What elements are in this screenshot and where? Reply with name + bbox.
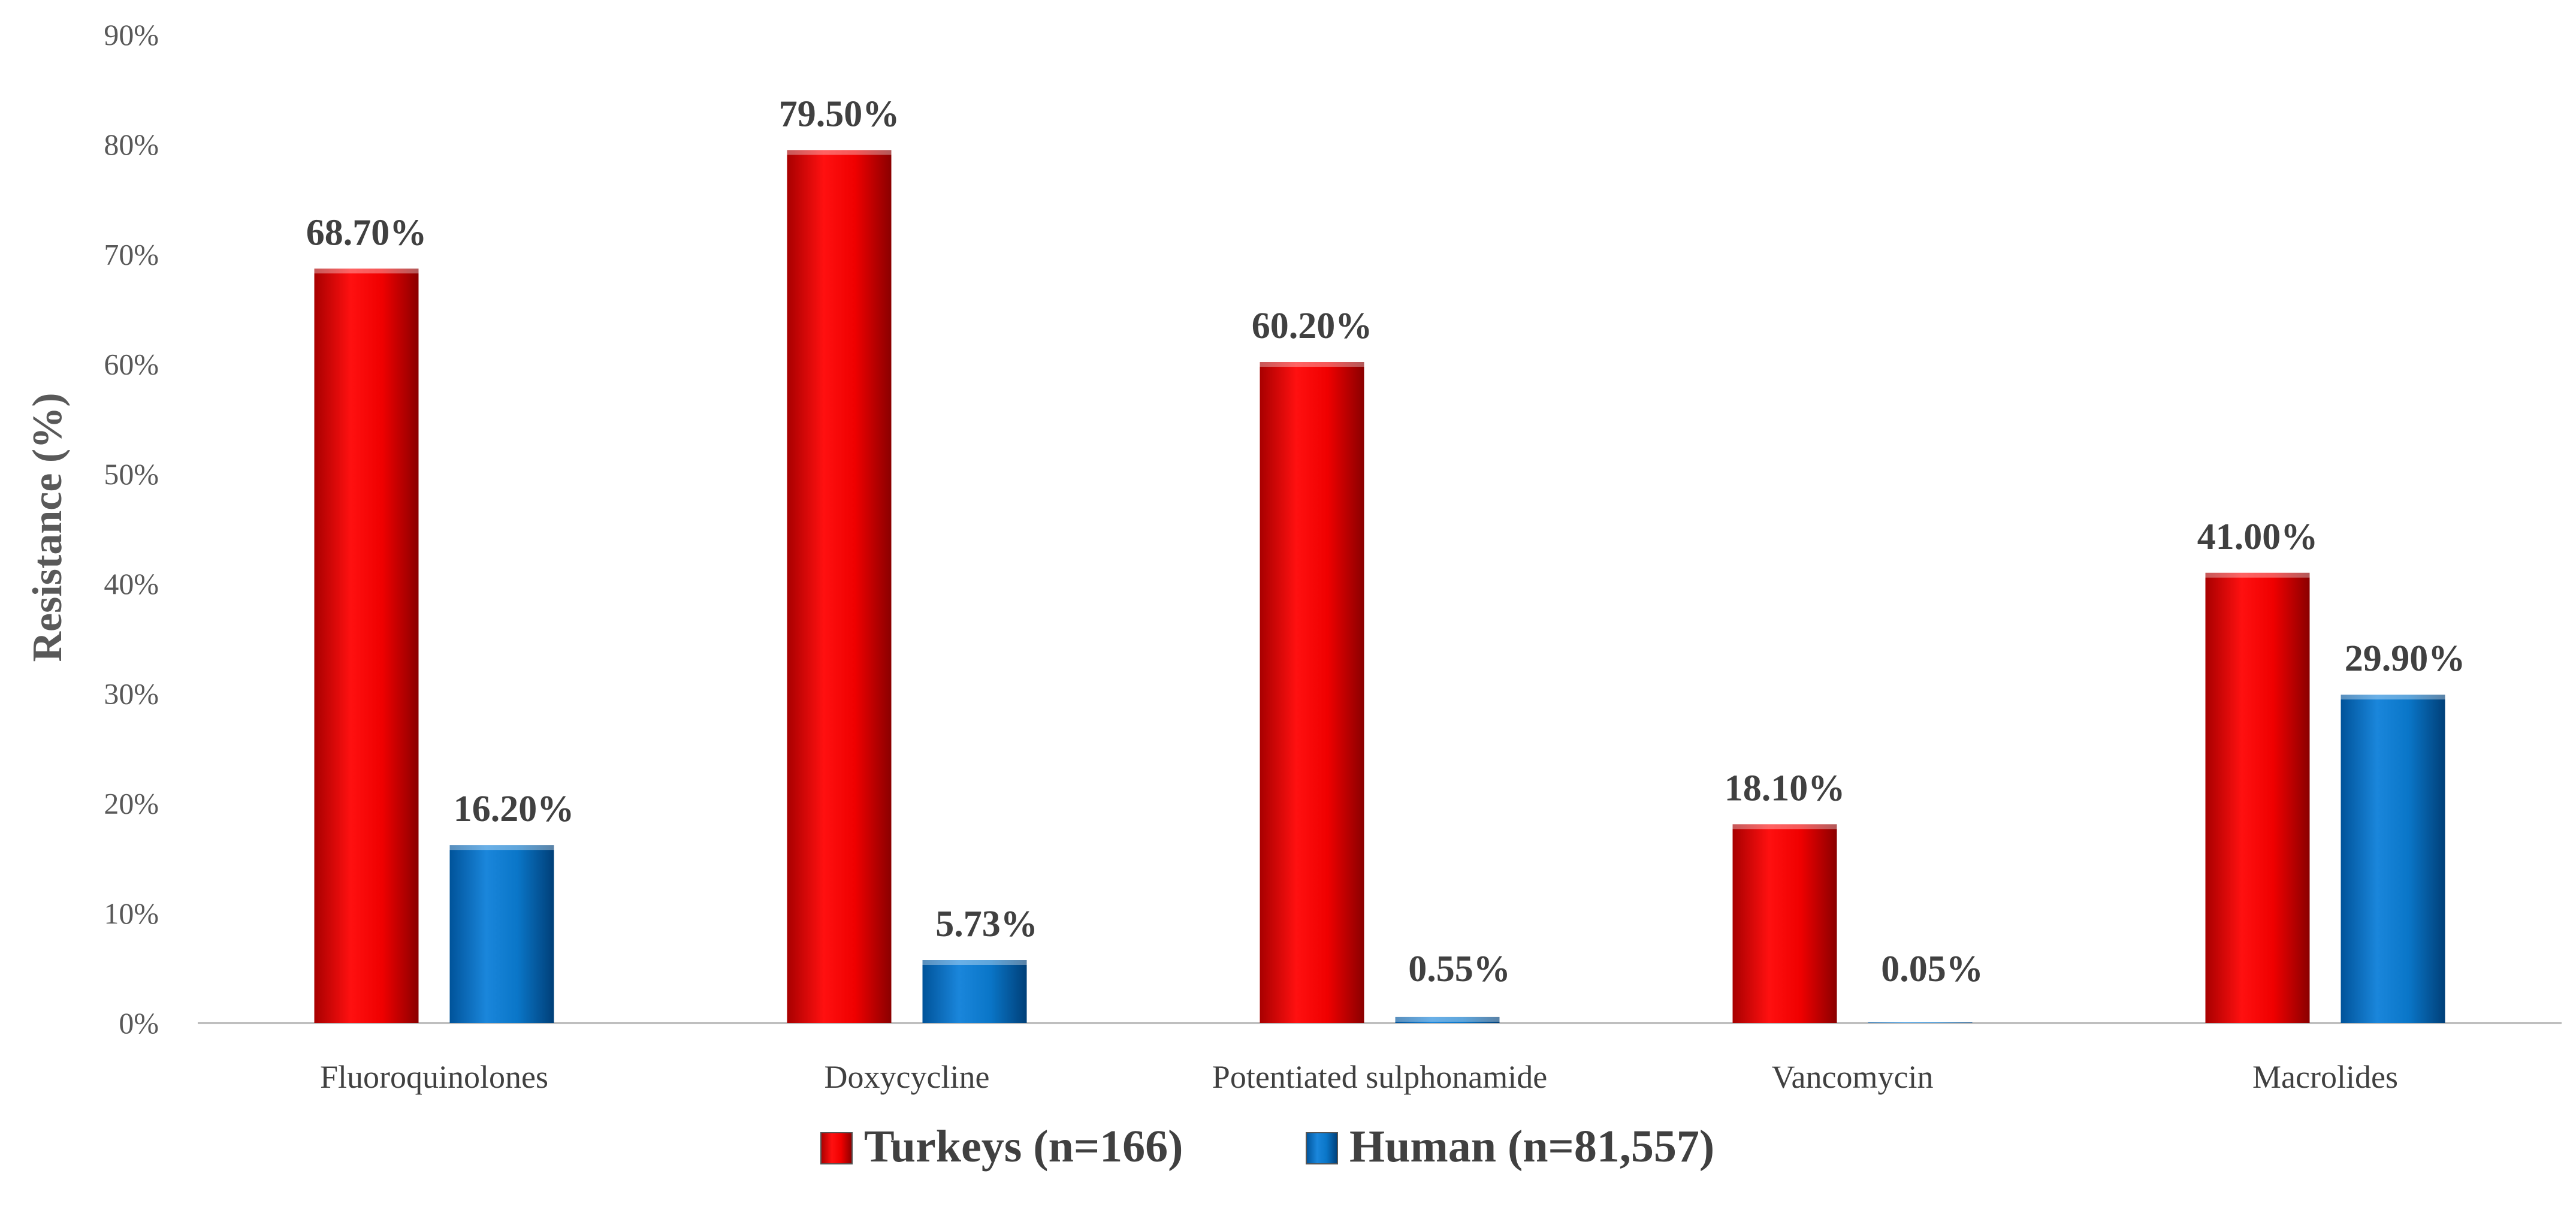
y-tick-label: 20% xyxy=(104,787,159,820)
legend-swatch xyxy=(1306,1132,1338,1164)
bar xyxy=(2205,572,2310,1023)
category-label: Doxycycline xyxy=(825,1059,990,1095)
y-axis-ticks: 0% 10% 20% 30% 40% 50% 60% 70% 80% 90% xyxy=(104,18,159,1040)
y-tick-label: 60% xyxy=(104,348,159,381)
data-label: 0.05% xyxy=(1881,949,1983,989)
legend-label: Human (n=81,557) xyxy=(1349,1121,1714,1172)
bar xyxy=(922,960,1027,1023)
y-tick-label: 0% xyxy=(119,1006,159,1040)
legend-label: Turkeys (n=166) xyxy=(864,1121,1183,1172)
legend-swatch xyxy=(820,1132,853,1164)
category-labels: Fluoroquinolones Doxycycline Potentiated s… xyxy=(320,1059,2398,1095)
data-label: 29.90% xyxy=(2345,638,2466,679)
category-label: Potentiated sulphonamide xyxy=(1212,1059,1547,1095)
category-label: Macrolides xyxy=(2252,1059,2398,1095)
bar-highlight xyxy=(787,150,892,155)
data-label: 79.50% xyxy=(779,93,900,134)
data-label: 60.20% xyxy=(1252,306,1373,346)
bar xyxy=(1260,362,1364,1023)
bar-highlight xyxy=(1868,1022,1973,1023)
bar xyxy=(1732,824,1837,1023)
legend: Turkeys (n=166) Human (n=81,557) xyxy=(820,1121,1714,1172)
bar-highlight xyxy=(2341,695,2445,700)
y-tick-label: 30% xyxy=(104,677,159,710)
data-label: 5.73% xyxy=(935,904,1038,945)
bar xyxy=(449,845,554,1023)
data-label: 68.70% xyxy=(306,212,427,253)
bar-highlight xyxy=(314,268,419,274)
bar-highlight xyxy=(1395,1016,1500,1022)
category-label: Vancomycin xyxy=(1772,1059,1934,1095)
data-label: 0.55% xyxy=(1408,949,1511,989)
data-label: 16.20% xyxy=(454,789,575,829)
bar xyxy=(787,150,892,1024)
bar xyxy=(1868,1022,1973,1023)
y-tick-label: 80% xyxy=(104,128,159,161)
bar-highlight xyxy=(1732,824,1837,829)
bar-highlight xyxy=(1260,362,1364,367)
data-label: 18.10% xyxy=(1725,768,1846,808)
y-tick-label: 70% xyxy=(104,237,159,271)
bars: 68.70% 16.20% 79.50% 5.73% 60.20% 0.55% 18.10%… xyxy=(306,93,2466,1024)
bar xyxy=(314,268,419,1024)
y-tick-label: 40% xyxy=(104,567,159,601)
bar-highlight xyxy=(922,960,1027,965)
data-label: 41.00% xyxy=(2197,517,2318,557)
category-label: Fluoroquinolones xyxy=(320,1059,548,1095)
y-tick-label: 50% xyxy=(104,457,159,491)
y-tick-label: 10% xyxy=(104,897,159,930)
y-axis-title: Resistance (%) xyxy=(25,393,71,662)
bar xyxy=(1395,1016,1500,1023)
bar xyxy=(2341,695,2445,1023)
y-tick-label: 90% xyxy=(104,18,159,52)
bar-highlight xyxy=(2205,572,2310,578)
bar-highlight xyxy=(449,845,554,850)
